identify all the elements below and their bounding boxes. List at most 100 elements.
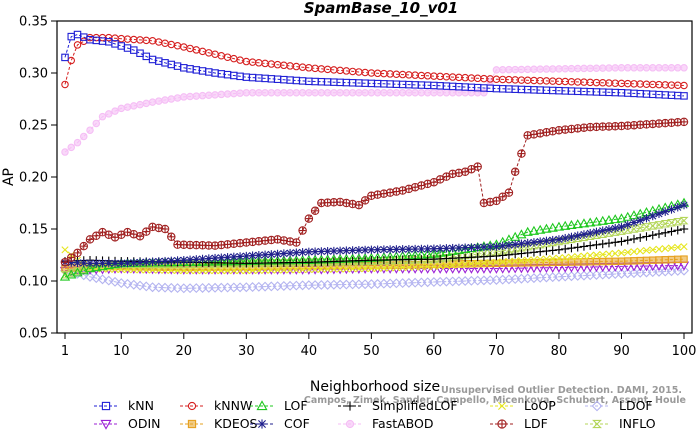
point-inflo-46 — [341, 257, 351, 266]
point-inflo-54 — [391, 256, 401, 265]
point-inflo-53 — [385, 256, 395, 265]
point-simplifiedlof-83 — [573, 243, 582, 252]
legend-marker-kdeos — [187, 419, 197, 429]
point-cof-83 — [573, 231, 582, 240]
point-fastabod-40 — [305, 89, 313, 97]
point-fastabod-50 — [367, 89, 376, 97]
series-line-loop — [64, 246, 685, 272]
point-fastabod-73 — [511, 65, 519, 74]
point-fastabod-77 — [536, 65, 544, 73]
y-tick-label-5: 0.30 — [19, 67, 48, 82]
point-ldof-15 — [147, 282, 158, 293]
point-fastabod-64 — [455, 89, 463, 97]
point-simplifiedlof-88 — [604, 238, 614, 248]
x-tick-label-1: 1 — [61, 344, 69, 359]
legend-label-ldf: LDF — [524, 416, 548, 431]
legend-marker-ldof — [591, 400, 603, 412]
point-inflo-56 — [404, 256, 414, 264]
point-lof-83 — [572, 219, 583, 229]
point-cof-92 — [629, 218, 639, 227]
point-loop-23 — [198, 267, 207, 275]
point-cof-73 — [510, 240, 520, 249]
point-loop-86 — [592, 251, 601, 259]
point-fastabod-39 — [298, 89, 307, 97]
point-cof-3 — [73, 258, 82, 267]
point-lof-90 — [616, 213, 627, 223]
point-simplifiedlof-80 — [554, 245, 564, 254]
point-cof-85 — [586, 228, 595, 238]
point-cof-47 — [348, 246, 357, 255]
axis-ticks: 1 10 20 30 40 50 60 70 80 90 100 0.05 0.10 0.15 0.20 0.… — [19, 15, 696, 360]
point-loop-89 — [611, 249, 619, 258]
point-fastabod-95 — [648, 64, 657, 72]
point-ldf-6 — [92, 231, 101, 241]
point-fastabod-4 — [80, 132, 88, 141]
point-loop-66 — [467, 260, 476, 268]
point-simplifiedlof-89 — [611, 238, 620, 247]
series-cof — [60, 200, 689, 268]
point-fastabod-55 — [398, 89, 407, 97]
point-knn-13 — [136, 49, 144, 57]
legend-marker-cof — [257, 419, 267, 429]
point-fastabod-71 — [498, 66, 507, 74]
point-fastabod-5 — [86, 126, 94, 134]
point-knn-19 — [173, 62, 182, 70]
point-loop-100 — [680, 243, 688, 251]
point-fastabod-52 — [380, 89, 388, 97]
point-loop-45 — [336, 265, 344, 273]
point-loop-36 — [280, 266, 288, 274]
point-loop-35 — [273, 266, 282, 274]
point-cof-71 — [498, 241, 507, 251]
point-ldof-9 — [110, 276, 120, 287]
y-tick-label-4: 0.25 — [19, 119, 48, 134]
point-inflo-92 — [629, 225, 639, 233]
point-cof-8 — [104, 259, 113, 268]
series-ldof — [60, 265, 689, 294]
point-kdeos-71 — [498, 259, 507, 267]
point-loop-48 — [355, 265, 363, 273]
point-fastabod-82 — [567, 64, 576, 73]
legend-item-odin: ODIN — [94, 416, 161, 431]
point-fastabod-21 — [186, 92, 194, 101]
point-cof-27 — [223, 253, 232, 262]
point-loop-44 — [330, 265, 338, 273]
legend-label-simplifiedlof: SimplifiedLOF — [372, 398, 458, 413]
point-fastabod-61 — [436, 89, 444, 97]
point-simplifiedlof-70 — [492, 251, 501, 261]
point-fastabod-13 — [136, 100, 144, 109]
legend-marker-fastabod — [345, 419, 355, 429]
point-ldf-13 — [135, 232, 145, 241]
point-lof-79 — [547, 222, 558, 232]
point-loop-43 — [324, 265, 332, 273]
point-ldof-10 — [116, 278, 127, 289]
point-ldof-7 — [97, 274, 108, 285]
legend-label-kdeos: KDEOS — [214, 416, 258, 431]
point-fastabod-92 — [630, 64, 638, 72]
point-loop-29 — [236, 267, 244, 275]
point-cof-94 — [642, 213, 651, 223]
point-lof-2 — [66, 269, 77, 279]
legend-item-cof: COF — [250, 416, 310, 431]
point-ldf-72 — [504, 188, 514, 197]
point-ldf-2 — [67, 253, 76, 262]
point-lof-84 — [578, 218, 590, 228]
point-ldof-5 — [85, 271, 95, 282]
point-cof-96 — [654, 209, 664, 219]
legend-item-ldof: LDOF — [585, 398, 653, 413]
point-fastabod-31 — [248, 89, 257, 97]
point-cof-74 — [517, 239, 526, 248]
point-simplifiedlof-86 — [592, 240, 601, 250]
legend-item-ldf: LDF — [490, 416, 548, 431]
point-fastabod-25 — [211, 91, 219, 99]
point-lof-78 — [541, 223, 552, 233]
point-knnw-2 — [67, 56, 76, 65]
point-cof-52 — [379, 245, 389, 254]
point-kdeos-87 — [598, 257, 607, 266]
point-ldf-73 — [510, 167, 520, 177]
point-cof-82 — [567, 232, 576, 242]
point-loop-78 — [542, 255, 551, 263]
point-cof-89 — [611, 223, 620, 233]
point-lof-76 — [528, 225, 540, 235]
point-inflo-60 — [429, 255, 439, 263]
